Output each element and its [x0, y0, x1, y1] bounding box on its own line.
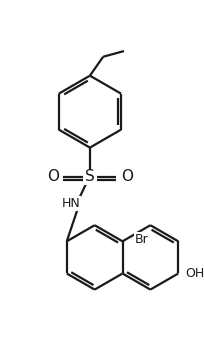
Text: S: S — [85, 169, 95, 184]
Text: O: O — [47, 169, 59, 184]
Text: OH: OH — [186, 267, 204, 280]
Text: O: O — [121, 169, 133, 184]
Text: Br: Br — [135, 233, 148, 246]
Text: HN: HN — [62, 197, 80, 210]
